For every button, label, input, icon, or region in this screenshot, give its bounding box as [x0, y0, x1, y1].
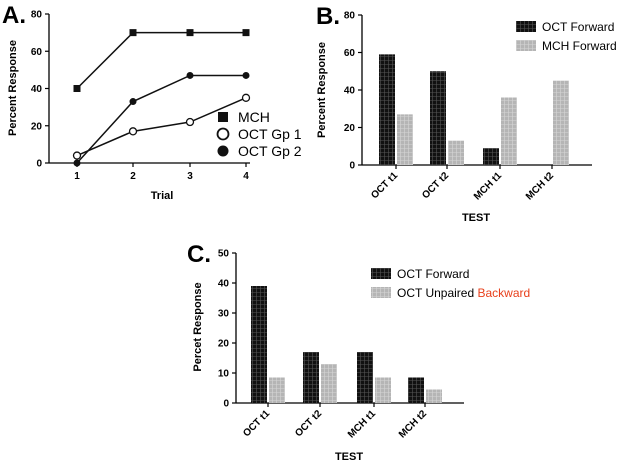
legend-oct-gp2-marker-icon: [217, 145, 229, 157]
legend-oct-forward-swatch: [516, 21, 536, 32]
panel-b-y-tick-label: 20: [344, 123, 356, 134]
panel-c-y-tick-label: 40: [218, 279, 230, 290]
panel-a-y-tick-label: 80: [31, 10, 43, 21]
point-oct-gp-1: [128, 127, 138, 136]
panel-c-label: C.: [187, 241, 211, 268]
legend-c-oct-unpaired-swatch: [371, 287, 391, 298]
point-oct-gp-1: [185, 117, 195, 127]
legend-c-oct-unpaired-label: OCT Unpaired: [397, 286, 474, 300]
bar-oct-unpaired-oct-t2: [321, 364, 337, 403]
panel-b-marks: [379, 54, 569, 165]
panel-c-x-tick-label: MCH t2: [397, 408, 429, 440]
panel-a-y-tick-label: 60: [31, 47, 43, 58]
panel-a-y-tick-label: 0: [36, 159, 42, 170]
point-oct-gp-2: [242, 71, 250, 79]
point-oct-gp-1: [72, 151, 82, 160]
point-mch: [242, 29, 250, 37]
panel-a-label: A.: [2, 2, 26, 29]
point-mch: [186, 29, 194, 37]
panel-c-x-tick-label: OCT t1: [241, 408, 272, 439]
panel-a-marks: [72, 29, 251, 167]
bar-oct-forward-mch-t1: [483, 148, 499, 165]
panel-b-y-tick-label: 0: [349, 161, 355, 172]
panel-c-legend: OCT Forward OCT Unpaired Backward: [371, 267, 530, 300]
panel-b-y-tick-label: 60: [344, 48, 356, 59]
panel-b-y-tick-label: 40: [344, 86, 356, 97]
point-mch: [129, 29, 137, 37]
panel-c-y-tick-label: 30: [218, 309, 230, 320]
bar-mch-forward-mch-t1: [501, 97, 517, 165]
panel-c-marks: [251, 286, 442, 403]
panel-a-legend: MCH OCT Gp 1 OCT Gp 2: [216, 109, 302, 159]
legend-c-oct-unpaired-text: OCT Unpaired Backward: [397, 286, 530, 300]
panel-a-ylabel: Percent Response: [7, 40, 19, 136]
panel-c-x-tick-label: MCH t1: [346, 408, 378, 440]
panel-c-y-tick-label: 0: [223, 399, 229, 410]
panel-c-x-tick-label: OCT t2: [293, 408, 324, 439]
point-oct-gp-2: [186, 71, 194, 79]
panel-b-y-tick-label: 80: [344, 11, 356, 22]
panel-a-x-tick-label: 1: [74, 171, 80, 182]
bar-oct-unpaired-mch-t1: [375, 377, 391, 403]
bar-oct-forward-oct-t1: [379, 54, 395, 165]
panel-a-y-tick-label: 40: [31, 84, 43, 95]
panel-b-legend: OCT Forward MCH Forward: [516, 20, 617, 53]
point-oct-gp-2: [129, 98, 137, 106]
panel-c-y-tick-label: 10: [218, 369, 230, 380]
panel-a-xlabel: Trial: [151, 190, 174, 202]
legend-oct-gp1-label: OCT Gp 1: [238, 126, 302, 142]
legend-c-backward-label: Backward: [478, 286, 531, 300]
panel-a-x-tick-label: 2: [130, 171, 136, 182]
panel-a-x-tick-label: 3: [187, 171, 193, 182]
legend-c-oct-forward-swatch: [371, 268, 391, 279]
bar-mch-forward-oct-t1: [397, 114, 413, 165]
legend-oct-gp1-marker-icon: [216, 127, 230, 141]
bar-oct-unpaired-oct-t1: [269, 377, 285, 403]
point-oct-gp-2: [73, 159, 81, 167]
panel-c-y-tick-label: 50: [218, 249, 230, 260]
panel-a-axes: 0 20 40 60 80 1 2 3 4: [31, 10, 250, 182]
legend-mch-label: MCH: [238, 109, 270, 125]
panel-c-y-tick-label: 20: [218, 339, 230, 350]
bar-mch-forward-mch-t2: [553, 80, 569, 165]
line-mch: [76, 31, 246, 90]
panel-c-xlabel: TEST: [335, 451, 363, 462]
panel-c-ylabel: Percet Response: [192, 282, 204, 371]
panel-b-label: B.: [316, 3, 340, 30]
panel-b-x-tick-label: MCH t1: [472, 170, 504, 202]
bar-oct-forward-mch-t1: [357, 352, 373, 403]
line-oct-gp-1: [76, 97, 247, 157]
bar-mch-forward-oct-t2: [448, 140, 464, 165]
panel-a-x-tick-label: 4: [243, 171, 249, 182]
line-oct-gp-2: [76, 74, 246, 164]
legend-c-oct-forward-label: OCT Forward: [397, 267, 469, 281]
panel-b-x-tick-label: MCH t2: [524, 170, 556, 202]
legend-mch-forward-swatch: [516, 40, 536, 51]
legend-mch-forward-label: MCH Forward: [542, 39, 617, 53]
bar-oct-unpaired-mch-t2: [426, 389, 442, 403]
panel-b-x-tick-label: OCT t1: [369, 170, 400, 201]
legend-oct-forward-label: OCT Forward: [542, 20, 614, 34]
panel-b-ylabel: Percent Response: [316, 42, 328, 138]
panel-c: C. Percet Response TEST 0 10 20 30 40 50 OCT t…: [187, 241, 530, 462]
point-oct-gp-1: [241, 93, 251, 102]
legend-mch-marker-icon: [218, 112, 228, 122]
panel-b-xlabel: TEST: [462, 212, 490, 224]
panel-a-y-tick-label: 20: [31, 121, 43, 132]
legend-oct-gp2-label: OCT Gp 2: [238, 143, 302, 159]
bar-oct-forward-mch-t2: [408, 377, 424, 403]
panel-b-x-tick-label: OCT t2: [420, 170, 451, 201]
panel-b: B. Percent Response TEST 0 20 40 60 80 OCT t1…: [316, 3, 617, 224]
bar-oct-forward-oct-t2: [430, 71, 446, 165]
bar-oct-forward-oct-t1: [251, 286, 267, 403]
point-mch: [73, 85, 81, 92]
bar-oct-forward-oct-t2: [303, 352, 319, 403]
